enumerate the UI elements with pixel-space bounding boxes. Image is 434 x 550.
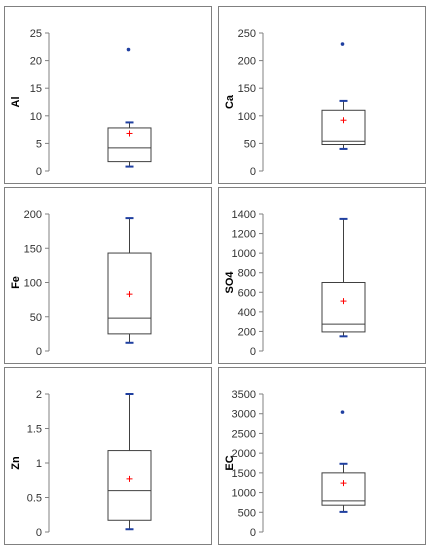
panel-zn: 0 0.5 1 1.5 2 Zn [4,367,212,545]
iqr-box [321,472,366,506]
outlier-point [126,47,131,52]
y-tick-label: 0 [250,346,256,358]
boxplot-ec: 0 500 1000 1500 2000 2500 3000 3500 EC [224,389,366,539]
y-tick-label: 250 [238,28,256,40]
y-tick-label: 5 [36,138,42,150]
y-tick-label: 600 [238,287,256,299]
y-tick-label: 1000 [232,488,256,500]
y-tick-label: 2000 [232,448,256,460]
boxplot-al: 0 5 10 15 20 25 Al [10,28,152,178]
y-axis-label: EC [224,455,236,470]
mean-marker [126,130,133,137]
y-tick-label: 15 [30,83,42,95]
panel-al: 0 5 10 15 20 25 Al [4,6,212,184]
mean-marker [126,291,133,298]
y-tick-label: 0.5 [27,493,42,505]
y-tick-label: 50 [244,138,256,150]
boxplot-ca: 0 50 100 150 200 250 Ca [224,28,366,178]
panel-ec: 0 500 1000 1500 2000 2500 3000 3500 EC [218,367,426,545]
y-tick-label: 0 [36,527,42,539]
y-tick-label: 200 [24,209,42,221]
y-tick-label: 0 [36,346,42,358]
y-tick-label: 0 [250,527,256,539]
y-tick-label: 800 [238,268,256,280]
boxplot-fe: 0 50 100 150 200 Fe [10,209,152,358]
y-tick-label: 1500 [232,468,256,480]
y-tick-label: 20 [30,56,42,68]
y-axis-label: SO4 [224,271,236,294]
iqr-box [107,450,152,521]
panel-so4: 0 200 400 600 800 1000 1200 1400 SO4 [218,187,426,364]
y-tick-label: 200 [238,326,256,338]
y-tick-label: 1 [36,458,42,470]
y-tick-label: 100 [238,111,256,123]
y-tick-label: 0 [36,166,42,178]
mean-marker [340,298,347,305]
panel-ca: 0 50 100 150 200 250 Ca [218,6,426,184]
y-axis-label: Fe [10,276,22,289]
y-axis-label: Zn [10,456,22,470]
y-tick-label: 150 [24,243,42,255]
y-tick-label: 50 [30,312,42,324]
y-tick-label: 1400 [232,209,256,221]
y-tick-label: 1200 [232,229,256,241]
mean-marker [340,117,347,124]
mean-marker [340,480,347,487]
boxplot-so4: 0 200 400 600 800 1000 1200 1400 SO4 [224,209,366,358]
y-tick-label: 400 [238,307,256,319]
y-tick-label: 25 [30,28,42,40]
y-tick-label: 2 [36,389,42,401]
y-tick-label: 3500 [232,389,256,401]
y-tick-label: 2500 [232,428,256,440]
y-tick-label: 1000 [232,248,256,260]
y-tick-label: 200 [238,56,256,68]
y-tick-label: 100 [24,278,42,290]
y-tick-label: 150 [238,83,256,95]
y-tick-label: 0 [250,166,256,178]
y-axis-label: Al [10,97,22,108]
y-axis-label: Ca [224,94,236,109]
y-tick-label: 10 [30,111,42,123]
boxplot-zn: 0 0.5 1 1.5 2 Zn [10,389,152,539]
y-tick-label: 500 [238,507,256,519]
iqr-box [321,109,366,146]
panel-fe: 0 50 100 150 200 Fe [4,187,212,364]
outlier-point [340,410,345,414]
mean-marker [126,475,133,482]
y-tick-label: 1.5 [27,424,42,436]
y-tick-label: 3000 [232,409,256,421]
outlier-point [340,42,345,46]
